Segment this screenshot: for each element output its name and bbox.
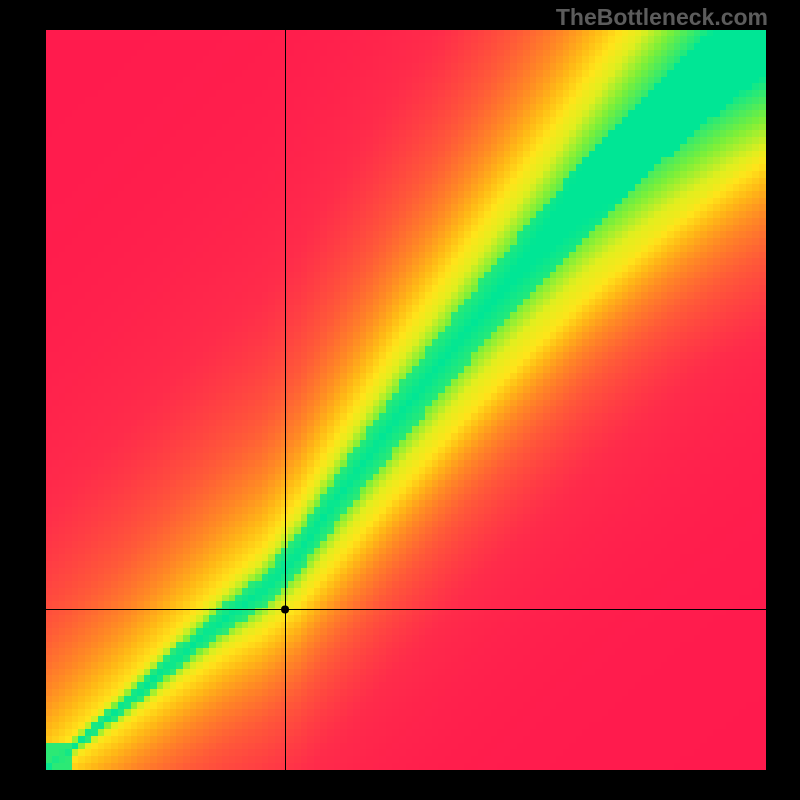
chart-container: TheBottleneck.com: [0, 0, 800, 800]
bottleneck-heatmap: [46, 30, 766, 770]
watermark-text: TheBottleneck.com: [556, 4, 768, 31]
